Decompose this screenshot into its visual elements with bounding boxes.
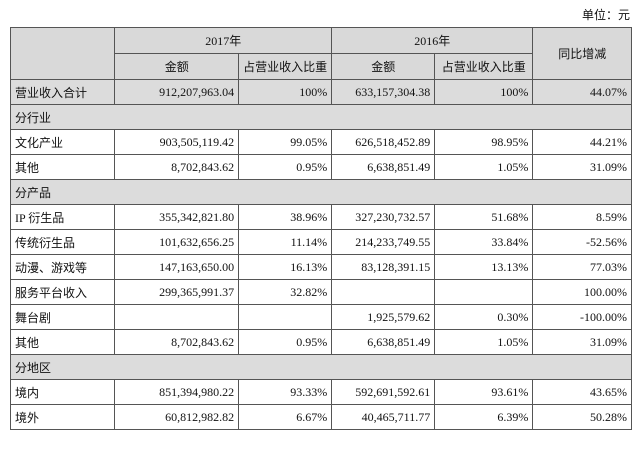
row-label: IP 衍生品 <box>9 204 116 230</box>
cell: 8.59% <box>532 204 632 230</box>
data-row: 境内 851,394,980.22 93.33% 592,691,592.61 93.6… <box>9 379 632 405</box>
data-row: 其他 8,702,843.62 0.95% 6,638,851.49 1.05% 31.0… <box>9 329 632 355</box>
cell: 38.96% <box>238 204 333 230</box>
header-row: 2017年 2016年 同比增减 <box>9 27 632 80</box>
sub-header: 占营业收入比重 <box>238 53 333 80</box>
row-label: 传统衍生品 <box>9 229 116 255</box>
sub-header: 占营业收入比重 <box>434 53 534 80</box>
data-row: 传统衍生品 101,632,656.25 11.14% 214,233,749.55 3… <box>9 229 632 255</box>
cell: 0.95% <box>238 329 333 355</box>
header-row: 金额 占营业收入比重 金额 占营业收入比重 <box>11 53 632 80</box>
cell: 44.21% <box>532 129 632 155</box>
cell: 327,230,732.57 <box>331 204 436 230</box>
cell <box>114 304 240 330</box>
cell: 40,465,711.77 <box>331 404 436 430</box>
cell: 100.00% <box>532 279 632 305</box>
cell: 8,702,843.62 <box>114 329 240 355</box>
cell: 1,925,579.62 <box>331 304 436 330</box>
cell: 100% <box>238 79 333 105</box>
cell: 44.07% <box>532 79 632 105</box>
row-label: 动漫、游戏等 <box>9 254 116 280</box>
cell: 101,632,656.25 <box>114 229 240 255</box>
row-label: 服务平台收入 <box>9 279 116 305</box>
cell: 0.30% <box>434 304 534 330</box>
data-row: 文化产业 903,505,119.42 99.05% 626,518,452.89 98… <box>9 129 632 155</box>
row-label: 营业收入合计 <box>9 79 116 105</box>
cell: -100.00% <box>532 304 632 330</box>
data-row: 服务平台收入 299,365,991.37 32.82% 100.00% <box>9 279 632 305</box>
unit-label: 单位：元 <box>581 8 630 22</box>
cell: 1.05% <box>434 154 534 180</box>
cell: 6.39% <box>434 404 534 430</box>
cell: 626,518,452.89 <box>331 129 436 155</box>
section-row: 分产品 <box>10 179 632 205</box>
section-label: 分地区 <box>10 354 632 380</box>
section-row: 分行业 <box>10 104 632 130</box>
cell: 355,342,821.80 <box>114 204 240 230</box>
row-label: 其他 <box>9 329 116 355</box>
data-row: 营业收入合计 912,207,963.04 100% 633,157,304.38 10… <box>9 79 632 105</box>
cell: 11.14% <box>238 229 333 255</box>
cell: 31.09% <box>532 154 632 180</box>
row-label: 境内 <box>9 379 116 405</box>
cell: 592,691,592.61 <box>331 379 436 405</box>
cell <box>434 279 534 305</box>
cell: 214,233,749.55 <box>331 229 436 255</box>
cell: 851,394,980.22 <box>114 379 240 405</box>
cell: 31.09% <box>532 329 632 355</box>
cell <box>238 304 333 330</box>
cell: 93.61% <box>434 379 534 405</box>
section-label: 分行业 <box>10 104 632 130</box>
sub-header: 金额 <box>331 53 436 80</box>
cell: 60,812,982.82 <box>114 404 240 430</box>
data-table: 2017年 2016年 同比增减 金额 占营业收入比重 金额 占营业收入比重 营业收入合计 91… <box>9 27 632 430</box>
cell: 77.03% <box>532 254 632 280</box>
cell: 33.84% <box>434 229 534 255</box>
cell: 98.95% <box>434 129 534 155</box>
cell: 6,638,851.49 <box>331 329 436 355</box>
cell: 43.65% <box>532 379 632 405</box>
corner-cell <box>9 27 116 80</box>
section-label: 分产品 <box>10 179 632 205</box>
cell: 83,128,391.15 <box>331 254 436 280</box>
cell: 299,365,991.37 <box>114 279 240 305</box>
data-row: 境外 60,812,982.82 6.67% 40,465,711.77 6.39% 50… <box>9 404 632 430</box>
data-row: 动漫、游戏等 147,163,650.00 16.13% 83,128,391.15 1… <box>9 254 632 280</box>
year-header: 2016年 <box>331 27 534 54</box>
cell: 903,505,119.42 <box>114 129 240 155</box>
cell: 13.13% <box>434 254 534 280</box>
cell: 50.28% <box>532 404 632 430</box>
cell: 1.05% <box>434 329 534 355</box>
cell: 32.82% <box>238 279 333 305</box>
cell: 912,207,963.04 <box>114 79 240 105</box>
change-header: 同比增减 <box>532 27 632 80</box>
cell: 93.33% <box>238 379 333 405</box>
cell: 8,702,843.62 <box>114 154 240 180</box>
cell: -52.56% <box>532 229 632 255</box>
cell: 51.68% <box>434 204 534 230</box>
cell: 6.67% <box>238 404 333 430</box>
cell: 633,157,304.38 <box>331 79 436 105</box>
cell <box>331 279 436 305</box>
row-label: 舞台剧 <box>9 304 116 330</box>
cell: 16.13% <box>238 254 333 280</box>
row-label: 境外 <box>9 404 116 430</box>
year-header: 2017年 <box>114 27 333 54</box>
cell: 100% <box>434 79 534 105</box>
data-row: 其他 8,702,843.62 0.95% 6,638,851.49 1.05% 31.0… <box>9 154 632 180</box>
data-row: IP 衍生品 355,342,821.80 38.96% 327,230,732.57… <box>9 204 632 230</box>
section-row: 分地区 <box>10 354 632 380</box>
row-label: 文化产业 <box>9 129 116 155</box>
cell: 99.05% <box>238 129 333 155</box>
row-label: 其他 <box>9 154 116 180</box>
cell: 0.95% <box>238 154 333 180</box>
cell: 147,163,650.00 <box>114 254 240 280</box>
data-row: 舞台剧 1,925,579.62 0.30% -100.00% <box>9 304 632 330</box>
cell: 6,638,851.49 <box>331 154 436 180</box>
sub-header: 金额 <box>114 53 240 80</box>
